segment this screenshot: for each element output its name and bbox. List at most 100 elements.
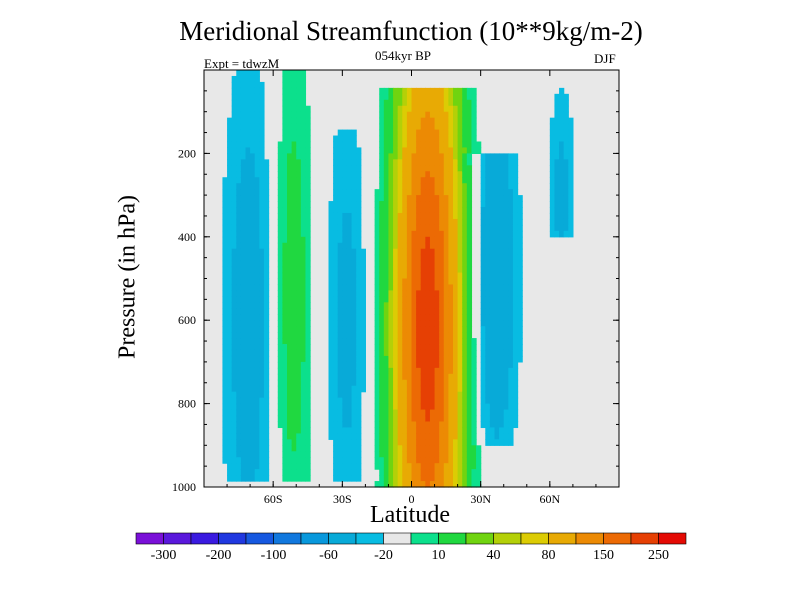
contour-cell	[287, 81, 293, 89]
contour-cell	[434, 433, 440, 440]
contour-cell	[425, 326, 431, 333]
contour-cell	[328, 201, 334, 208]
contour-cell	[342, 201, 348, 208]
contour-cell	[393, 123, 399, 131]
contour-cell	[222, 433, 228, 440]
contour-cell	[333, 272, 339, 280]
contour-cell	[512, 379, 519, 387]
contour-cell	[296, 129, 302, 137]
chart-subtitle: 054kyr BP	[375, 48, 431, 63]
contour-cell	[351, 361, 357, 369]
contour-cell	[227, 320, 233, 327]
contour-cell	[236, 332, 242, 339]
contour-cell	[263, 314, 270, 321]
contour-cell	[337, 290, 343, 297]
contour-cell	[296, 75, 302, 83]
contour-cell	[425, 171, 431, 178]
contour-cell	[503, 385, 509, 393]
contour-cell	[240, 349, 247, 357]
contour-cell	[305, 457, 311, 464]
contour-cell	[287, 457, 293, 464]
contour-cell	[466, 129, 473, 137]
contour-cell	[360, 254, 366, 262]
contour-cell	[356, 361, 362, 369]
contour-cell	[448, 260, 454, 268]
contour-cell	[231, 260, 237, 268]
contour-cell	[429, 207, 436, 214]
contour-cell	[282, 290, 288, 297]
contour-cell	[448, 379, 454, 387]
contour-cell	[457, 338, 463, 345]
contour-cell	[466, 218, 473, 226]
contour-cell	[416, 189, 422, 196]
contour-cell	[333, 409, 339, 417]
contour-cell	[259, 135, 265, 143]
contour-cell	[397, 409, 403, 417]
contour-cell	[453, 314, 459, 321]
contour-cell	[508, 385, 514, 393]
contour-cell	[287, 403, 293, 411]
contour-cell	[439, 451, 445, 458]
contour-cell	[374, 201, 380, 208]
contour-cell	[429, 189, 436, 196]
contour-cell	[259, 260, 265, 268]
contour-cell	[499, 326, 505, 333]
contour-cell	[411, 218, 417, 226]
contour-cell	[383, 332, 390, 339]
contour-cell	[397, 433, 403, 440]
contour-cell	[416, 141, 422, 149]
contour-cell	[240, 159, 247, 166]
contour-cell	[388, 266, 394, 274]
contour-cell	[342, 338, 348, 345]
contour-cell	[236, 451, 242, 458]
contour-cell	[443, 415, 449, 423]
contour-cell	[466, 284, 473, 292]
colorbar-swatch	[575, 532, 604, 545]
contour-cell	[563, 189, 569, 196]
contour-cell	[282, 260, 288, 268]
contour-cell	[259, 218, 265, 226]
contour-cell	[466, 481, 473, 488]
contour-cell	[383, 302, 390, 309]
contour-cell	[287, 242, 293, 250]
contour-cell	[388, 391, 394, 399]
contour-cell	[356, 433, 362, 440]
contour-cell	[346, 349, 353, 357]
colorbar-swatch	[328, 532, 357, 545]
contour-cell	[259, 415, 265, 423]
contour-cell	[254, 70, 260, 77]
contour-cell	[512, 338, 519, 345]
contour-cell	[388, 451, 394, 458]
contour-cell	[559, 111, 565, 119]
contour-cell	[236, 129, 242, 137]
contour-cell	[231, 427, 237, 434]
contour-cell	[406, 457, 413, 464]
contour-cell	[489, 290, 496, 297]
contour-cell	[227, 117, 233, 125]
contour-cell	[489, 177, 496, 184]
contour-cell	[300, 409, 307, 417]
contour-cell	[346, 230, 353, 238]
contour-cell	[236, 248, 242, 256]
contour-cell	[411, 207, 417, 214]
contour-cell	[342, 224, 348, 232]
contour-cell	[416, 207, 422, 214]
contour-cell	[393, 481, 399, 488]
contour-cell	[379, 314, 385, 321]
contour-cell	[457, 147, 463, 154]
contour-cell	[406, 349, 413, 357]
contour-cell	[429, 236, 436, 244]
contour-cell	[406, 469, 413, 476]
contour-cell	[342, 463, 348, 470]
contour-cell	[305, 326, 311, 333]
contour-cell	[397, 278, 403, 286]
contour-cell	[291, 236, 297, 244]
contour-cell	[277, 367, 283, 375]
contour-cell	[480, 344, 486, 351]
contour-cell	[356, 463, 362, 470]
contour-cell	[291, 308, 297, 315]
contour-cell	[240, 218, 247, 226]
contour-cell	[379, 117, 385, 125]
contour-cell	[296, 439, 302, 446]
contour-cell	[489, 218, 496, 226]
